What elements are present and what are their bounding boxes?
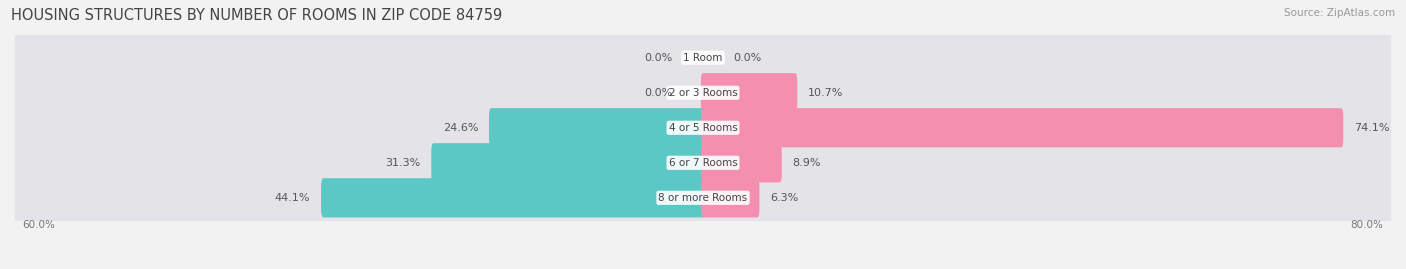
- FancyBboxPatch shape: [700, 108, 1343, 147]
- FancyBboxPatch shape: [15, 129, 1391, 197]
- FancyBboxPatch shape: [15, 164, 1391, 232]
- Text: 31.3%: 31.3%: [385, 158, 420, 168]
- Text: 0.0%: 0.0%: [644, 53, 673, 63]
- Text: 1 Room: 1 Room: [683, 53, 723, 63]
- Text: 74.1%: 74.1%: [1354, 123, 1389, 133]
- Text: 6 or 7 Rooms: 6 or 7 Rooms: [669, 158, 737, 168]
- Text: 0.0%: 0.0%: [733, 53, 762, 63]
- Text: 8.9%: 8.9%: [793, 158, 821, 168]
- Text: 6.3%: 6.3%: [770, 193, 799, 203]
- Text: 24.6%: 24.6%: [443, 123, 478, 133]
- Text: Source: ZipAtlas.com: Source: ZipAtlas.com: [1284, 8, 1395, 18]
- FancyBboxPatch shape: [321, 178, 706, 217]
- Text: 2 or 3 Rooms: 2 or 3 Rooms: [669, 88, 737, 98]
- Text: 80.0%: 80.0%: [1350, 220, 1384, 229]
- FancyBboxPatch shape: [15, 24, 1391, 92]
- Text: 0.0%: 0.0%: [644, 88, 673, 98]
- Text: HOUSING STRUCTURES BY NUMBER OF ROOMS IN ZIP CODE 84759: HOUSING STRUCTURES BY NUMBER OF ROOMS IN…: [11, 8, 502, 23]
- FancyBboxPatch shape: [700, 73, 797, 112]
- Text: 8 or more Rooms: 8 or more Rooms: [658, 193, 748, 203]
- FancyBboxPatch shape: [15, 94, 1391, 162]
- FancyBboxPatch shape: [700, 143, 782, 182]
- FancyBboxPatch shape: [489, 108, 706, 147]
- Text: 10.7%: 10.7%: [808, 88, 844, 98]
- Text: 44.1%: 44.1%: [274, 193, 311, 203]
- Text: 4 or 5 Rooms: 4 or 5 Rooms: [669, 123, 737, 133]
- FancyBboxPatch shape: [15, 59, 1391, 127]
- FancyBboxPatch shape: [432, 143, 706, 182]
- Text: 60.0%: 60.0%: [22, 220, 56, 229]
- FancyBboxPatch shape: [700, 178, 759, 217]
